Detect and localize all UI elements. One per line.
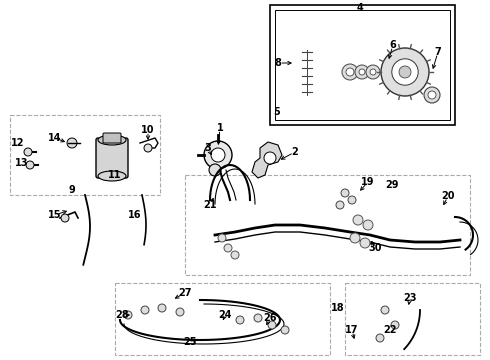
Text: 24: 24 xyxy=(218,310,232,320)
Circle shape xyxy=(381,48,429,96)
Circle shape xyxy=(204,141,232,169)
Bar xyxy=(10,115,160,195)
Bar xyxy=(275,10,450,120)
Circle shape xyxy=(268,321,276,329)
Circle shape xyxy=(399,66,411,78)
Circle shape xyxy=(341,189,349,197)
Text: 9: 9 xyxy=(69,185,75,195)
Text: 6: 6 xyxy=(390,40,396,50)
Circle shape xyxy=(353,215,363,225)
Circle shape xyxy=(158,304,166,312)
Circle shape xyxy=(336,201,344,209)
Bar xyxy=(185,175,470,275)
Circle shape xyxy=(176,308,184,316)
Polygon shape xyxy=(252,142,282,178)
Text: 17: 17 xyxy=(345,325,359,335)
Bar xyxy=(115,283,330,355)
Circle shape xyxy=(392,59,418,85)
Text: 19: 19 xyxy=(361,177,375,187)
Text: 25: 25 xyxy=(183,337,197,347)
Text: 22: 22 xyxy=(383,325,397,335)
Text: 14: 14 xyxy=(48,133,62,143)
Text: 5: 5 xyxy=(273,107,280,117)
Ellipse shape xyxy=(98,135,126,145)
Circle shape xyxy=(355,65,369,79)
Circle shape xyxy=(424,87,440,103)
Circle shape xyxy=(359,69,365,75)
FancyBboxPatch shape xyxy=(103,133,121,143)
FancyBboxPatch shape xyxy=(96,138,128,178)
Circle shape xyxy=(360,238,370,248)
Circle shape xyxy=(209,164,221,176)
Circle shape xyxy=(376,334,384,342)
Text: 12: 12 xyxy=(11,138,25,148)
Bar xyxy=(345,283,480,355)
Text: 4: 4 xyxy=(357,3,364,13)
Text: 1: 1 xyxy=(217,123,223,133)
Circle shape xyxy=(211,148,225,162)
Circle shape xyxy=(363,220,373,230)
Circle shape xyxy=(428,91,436,99)
Circle shape xyxy=(366,65,380,79)
Circle shape xyxy=(348,196,356,204)
Circle shape xyxy=(236,316,244,324)
Text: 23: 23 xyxy=(403,293,417,303)
Text: 2: 2 xyxy=(292,147,298,157)
Circle shape xyxy=(342,64,358,80)
Text: 18: 18 xyxy=(331,303,345,313)
Text: 21: 21 xyxy=(203,200,217,210)
Circle shape xyxy=(67,138,77,148)
Circle shape xyxy=(254,314,262,322)
Text: 13: 13 xyxy=(15,158,29,168)
Text: 26: 26 xyxy=(263,313,277,323)
Circle shape xyxy=(264,152,276,164)
Text: 8: 8 xyxy=(274,58,281,68)
Text: 28: 28 xyxy=(115,310,129,320)
Circle shape xyxy=(391,321,399,329)
Bar xyxy=(270,5,455,125)
Text: 7: 7 xyxy=(435,47,441,57)
Circle shape xyxy=(124,311,132,319)
Text: 30: 30 xyxy=(368,243,382,253)
Circle shape xyxy=(370,69,376,75)
Ellipse shape xyxy=(98,171,126,181)
Circle shape xyxy=(346,68,354,76)
Text: 3: 3 xyxy=(205,143,211,153)
Circle shape xyxy=(218,234,226,242)
Circle shape xyxy=(144,144,152,152)
Circle shape xyxy=(231,251,239,259)
Text: 20: 20 xyxy=(441,191,455,201)
Circle shape xyxy=(224,244,232,252)
Text: 16: 16 xyxy=(128,210,142,220)
Circle shape xyxy=(381,306,389,314)
Circle shape xyxy=(350,233,360,243)
Text: 29: 29 xyxy=(385,180,399,190)
Circle shape xyxy=(281,326,289,334)
Circle shape xyxy=(141,306,149,314)
Circle shape xyxy=(24,148,32,156)
Circle shape xyxy=(26,161,34,169)
Text: 15: 15 xyxy=(48,210,62,220)
Circle shape xyxy=(61,214,69,222)
Text: 11: 11 xyxy=(108,170,122,180)
Text: 27: 27 xyxy=(178,288,192,298)
Text: 10: 10 xyxy=(141,125,155,135)
